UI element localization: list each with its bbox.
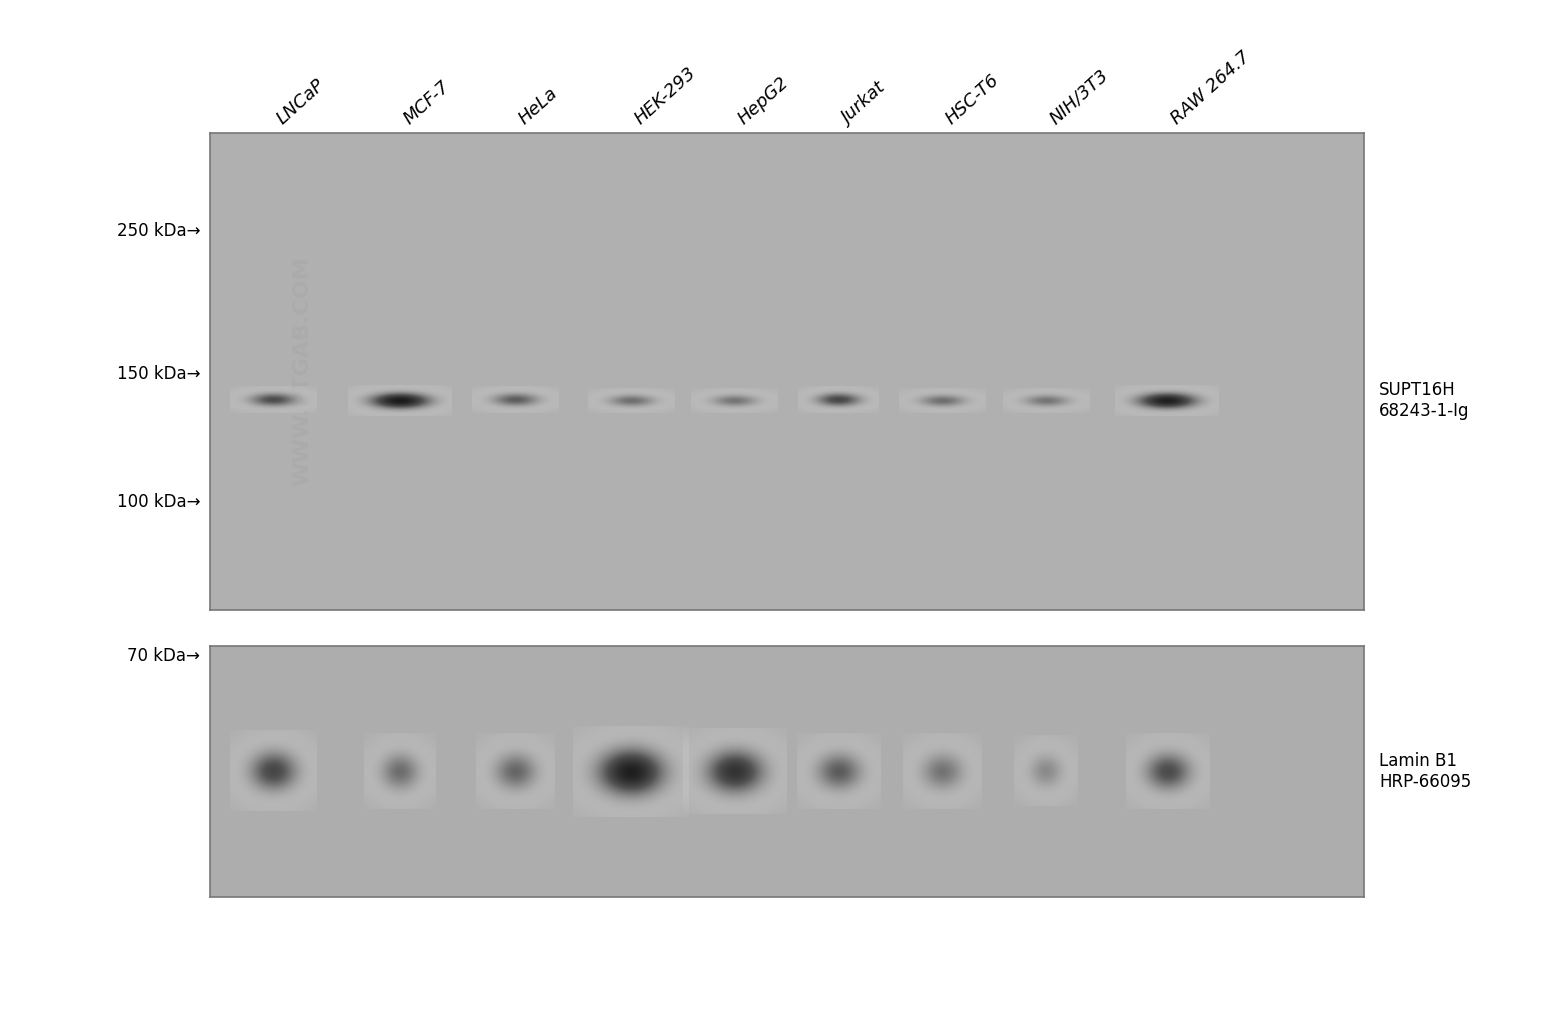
Text: Lamin B1
HRP-66095: Lamin B1 HRP-66095: [1379, 752, 1471, 790]
Text: Jurkat: Jurkat: [839, 80, 890, 128]
Text: WWW.PTGAB.COM: WWW.PTGAB.COM: [292, 256, 312, 487]
Text: SUPT16H
68243-1-Ig: SUPT16H 68243-1-Ig: [1379, 380, 1469, 419]
Text: 150 kDa→: 150 kDa→: [116, 365, 200, 383]
Text: MCF-7: MCF-7: [401, 78, 453, 128]
Text: 70 kDa→: 70 kDa→: [127, 647, 200, 665]
Text: LNCaP: LNCaP: [273, 76, 328, 128]
Text: HSC-T6: HSC-T6: [943, 71, 1003, 128]
Text: HEK-293: HEK-293: [631, 64, 699, 128]
Text: 250 kDa→: 250 kDa→: [116, 221, 200, 240]
Text: HepG2: HepG2: [735, 74, 792, 128]
Text: RAW 264.7: RAW 264.7: [1168, 48, 1253, 128]
Text: 100 kDa→: 100 kDa→: [116, 493, 200, 511]
Text: NIH/3T3: NIH/3T3: [1047, 67, 1112, 128]
Text: HeLa: HeLa: [516, 84, 561, 128]
